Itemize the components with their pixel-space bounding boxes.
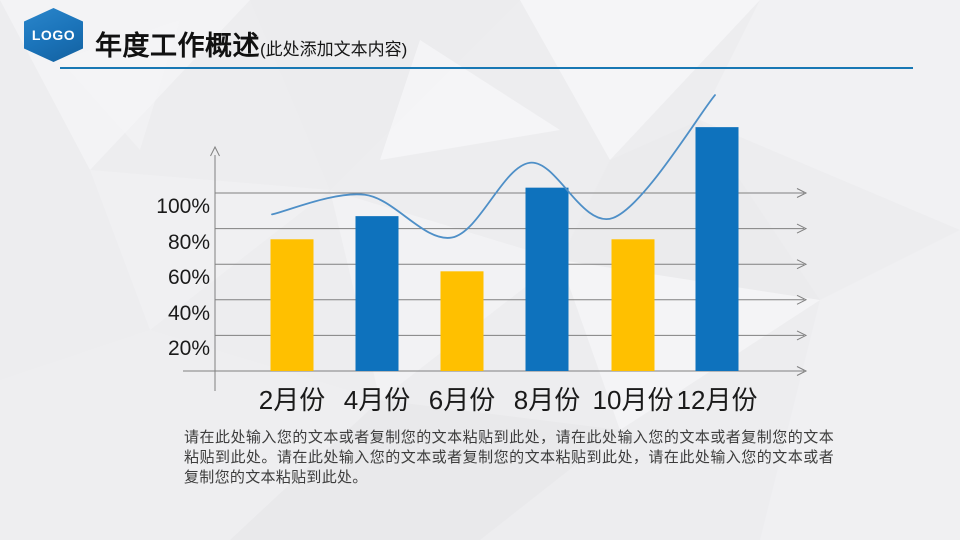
logo-text: LOGO bbox=[31, 27, 76, 43]
title-main: 年度工作概述 bbox=[95, 31, 260, 61]
y-axis-arrow-icon bbox=[210, 145, 220, 157]
gridline-arrow-icon bbox=[796, 294, 808, 305]
gridline-arrow-icon bbox=[796, 188, 808, 198]
title-suffix: (此处添加文本内容) bbox=[260, 40, 408, 59]
x-axis-label: 8月份 bbox=[513, 385, 581, 415]
bar-4月份 bbox=[355, 216, 399, 371]
gridline-arrow-icon bbox=[796, 259, 808, 270]
bar-12月份 bbox=[695, 127, 739, 371]
x-axis-label: 2月份 bbox=[258, 385, 326, 415]
y-tick-label: 80% bbox=[167, 230, 210, 254]
bar-10月份 bbox=[611, 239, 655, 371]
body-placeholder-text: 请在此处输入您的文本或者复制您的文本粘贴到此处，请在此处输入您的文本或者复制您的… bbox=[184, 429, 834, 486]
bar-6月份 bbox=[440, 271, 484, 371]
gridline-arrow-icon bbox=[796, 366, 808, 376]
x-axis-label: 10月份 bbox=[592, 385, 674, 415]
x-axis-label: 12月份 bbox=[676, 385, 758, 415]
y-tick-label: 40% bbox=[167, 301, 210, 325]
y-tick-label: 100% bbox=[156, 195, 210, 218]
y-tick-label: 20% bbox=[167, 337, 210, 361]
gridline-arrow-icon bbox=[796, 223, 808, 234]
bar-8月份 bbox=[525, 187, 569, 371]
page-title: 年度工作概述 (此处添加文本内容) bbox=[95, 24, 407, 63]
trend-line bbox=[271, 94, 716, 239]
x-axis-label: 4月份 bbox=[343, 385, 411, 415]
bar-2月份 bbox=[270, 239, 314, 371]
gridline-arrow-icon bbox=[796, 330, 808, 341]
y-tick-label: 60% bbox=[167, 266, 210, 290]
header-underline bbox=[60, 67, 913, 69]
x-axis-label: 6月份 bbox=[428, 385, 496, 415]
